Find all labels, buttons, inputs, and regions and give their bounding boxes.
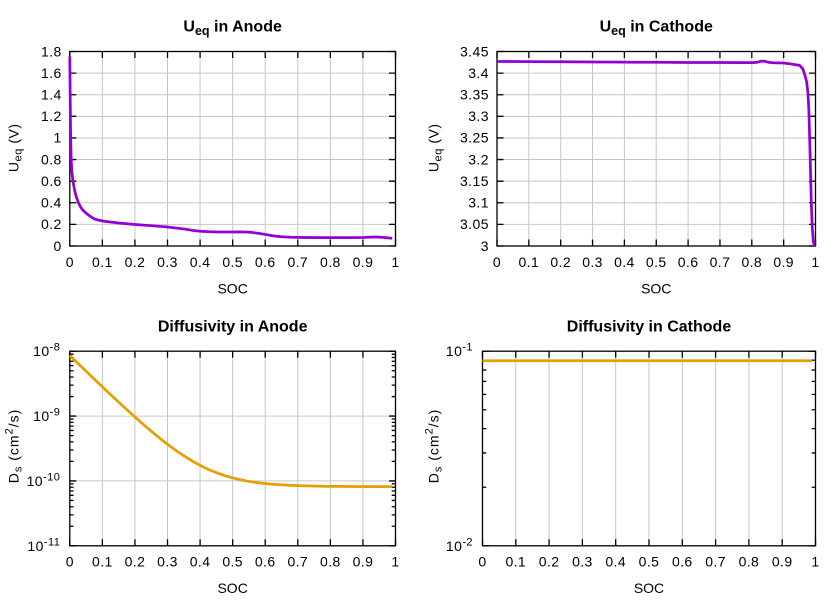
- svg-text:3.25: 3.25: [460, 130, 489, 146]
- svg-text:0.6: 0.6: [678, 254, 699, 270]
- svg-text:10-10: 10-10: [27, 471, 61, 489]
- svg-text:0.9: 0.9: [773, 254, 794, 270]
- svg-text:0.6: 0.6: [672, 554, 693, 570]
- svg-text:Diffusivity in Cathode: Diffusivity in Cathode: [567, 319, 732, 336]
- svg-text:0.9: 0.9: [353, 554, 374, 570]
- svg-text:1.8: 1.8: [41, 43, 62, 59]
- svg-text:0.3: 0.3: [157, 254, 178, 270]
- svg-text:3.15: 3.15: [460, 173, 489, 189]
- svg-text:10-2: 10-2: [446, 536, 473, 554]
- svg-text:3.2: 3.2: [468, 151, 489, 167]
- svg-text:1.4: 1.4: [41, 87, 62, 103]
- svg-text:3: 3: [481, 238, 489, 254]
- svg-text:SOC: SOC: [217, 580, 247, 596]
- svg-text:0.4: 0.4: [41, 195, 62, 211]
- svg-text:3.1: 3.1: [468, 195, 489, 211]
- svg-text:0.4: 0.4: [190, 254, 211, 270]
- svg-text:0.8: 0.8: [320, 554, 341, 570]
- svg-text:0.8: 0.8: [739, 554, 760, 570]
- svg-text:3.05: 3.05: [460, 216, 489, 232]
- svg-text:10-8: 10-8: [33, 342, 60, 360]
- svg-text:0.5: 0.5: [222, 254, 243, 270]
- svg-text:0.2: 0.2: [125, 254, 146, 270]
- svg-text:0: 0: [493, 254, 501, 270]
- svg-text:Ueq​ in Anode: Ueq​ in Anode: [183, 19, 282, 39]
- svg-text:0.9: 0.9: [772, 554, 793, 570]
- svg-text:Ds (cm2/s): Ds (cm2/s): [4, 409, 25, 484]
- svg-text:0.8: 0.8: [320, 254, 341, 270]
- svg-text:0.6: 0.6: [255, 554, 276, 570]
- svg-text:1.2: 1.2: [41, 108, 62, 124]
- svg-text:3.45: 3.45: [460, 43, 489, 59]
- svg-text:0.1: 0.1: [92, 254, 113, 270]
- svg-text:0.6: 0.6: [255, 254, 276, 270]
- svg-text:1.6: 1.6: [41, 65, 62, 81]
- svg-text:0.3: 0.3: [157, 554, 178, 570]
- svg-text:0.1: 0.1: [92, 554, 113, 570]
- svg-text:0: 0: [66, 554, 74, 570]
- svg-text:0.3: 0.3: [572, 554, 593, 570]
- svg-text:3.3: 3.3: [468, 108, 489, 124]
- svg-text:0.2: 0.2: [41, 216, 62, 232]
- svg-text:3.4: 3.4: [468, 65, 489, 81]
- svg-text:0.7: 0.7: [287, 254, 308, 270]
- svg-text:1: 1: [391, 254, 399, 270]
- svg-text:10-9: 10-9: [33, 407, 60, 425]
- svg-text:Ueq​ in Cathode: Ueq​ in Cathode: [600, 19, 713, 39]
- svg-text:1: 1: [54, 130, 62, 146]
- svg-text:0.7: 0.7: [287, 554, 308, 570]
- svg-text:0.8: 0.8: [41, 151, 62, 167]
- svg-text:0: 0: [66, 254, 74, 270]
- svg-text:0.1: 0.1: [519, 254, 540, 270]
- svg-text:0: 0: [478, 554, 486, 570]
- svg-text:0.2: 0.2: [539, 554, 560, 570]
- svg-text:0: 0: [54, 238, 62, 254]
- svg-text:0.5: 0.5: [222, 554, 243, 570]
- svg-text:0.4: 0.4: [605, 554, 626, 570]
- svg-text:0.4: 0.4: [190, 554, 211, 570]
- svg-text:1: 1: [811, 254, 819, 270]
- svg-text:0.6: 0.6: [41, 173, 62, 189]
- svg-text:1: 1: [391, 554, 399, 570]
- svg-text:0.5: 0.5: [639, 554, 660, 570]
- svg-text:0.5: 0.5: [646, 254, 667, 270]
- svg-text:SOC: SOC: [217, 280, 247, 296]
- svg-text:Diffusivity in Anode: Diffusivity in Anode: [158, 319, 308, 336]
- svg-text:0.7: 0.7: [710, 254, 731, 270]
- svg-text:SOC: SOC: [641, 280, 671, 296]
- svg-text:10-1: 10-1: [446, 342, 473, 360]
- svg-text:10-11: 10-11: [27, 536, 60, 554]
- svg-text:3.35: 3.35: [460, 87, 489, 103]
- svg-text:1: 1: [811, 554, 819, 570]
- svg-text:0.8: 0.8: [741, 254, 762, 270]
- svg-text:Ueq (V): Ueq (V): [6, 123, 25, 172]
- svg-text:0.1: 0.1: [505, 554, 526, 570]
- svg-text:0.9: 0.9: [353, 254, 374, 270]
- svg-text:0.7: 0.7: [705, 554, 726, 570]
- svg-text:0.4: 0.4: [614, 254, 635, 270]
- svg-text:Ds (cm2/s): Ds (cm2/s): [424, 409, 445, 484]
- svg-text:Ueq (V): Ueq (V): [426, 123, 445, 172]
- svg-text:0.2: 0.2: [125, 554, 146, 570]
- svg-text:0.3: 0.3: [582, 254, 603, 270]
- svg-text:SOC: SOC: [634, 580, 664, 596]
- svg-text:0.2: 0.2: [550, 254, 571, 270]
